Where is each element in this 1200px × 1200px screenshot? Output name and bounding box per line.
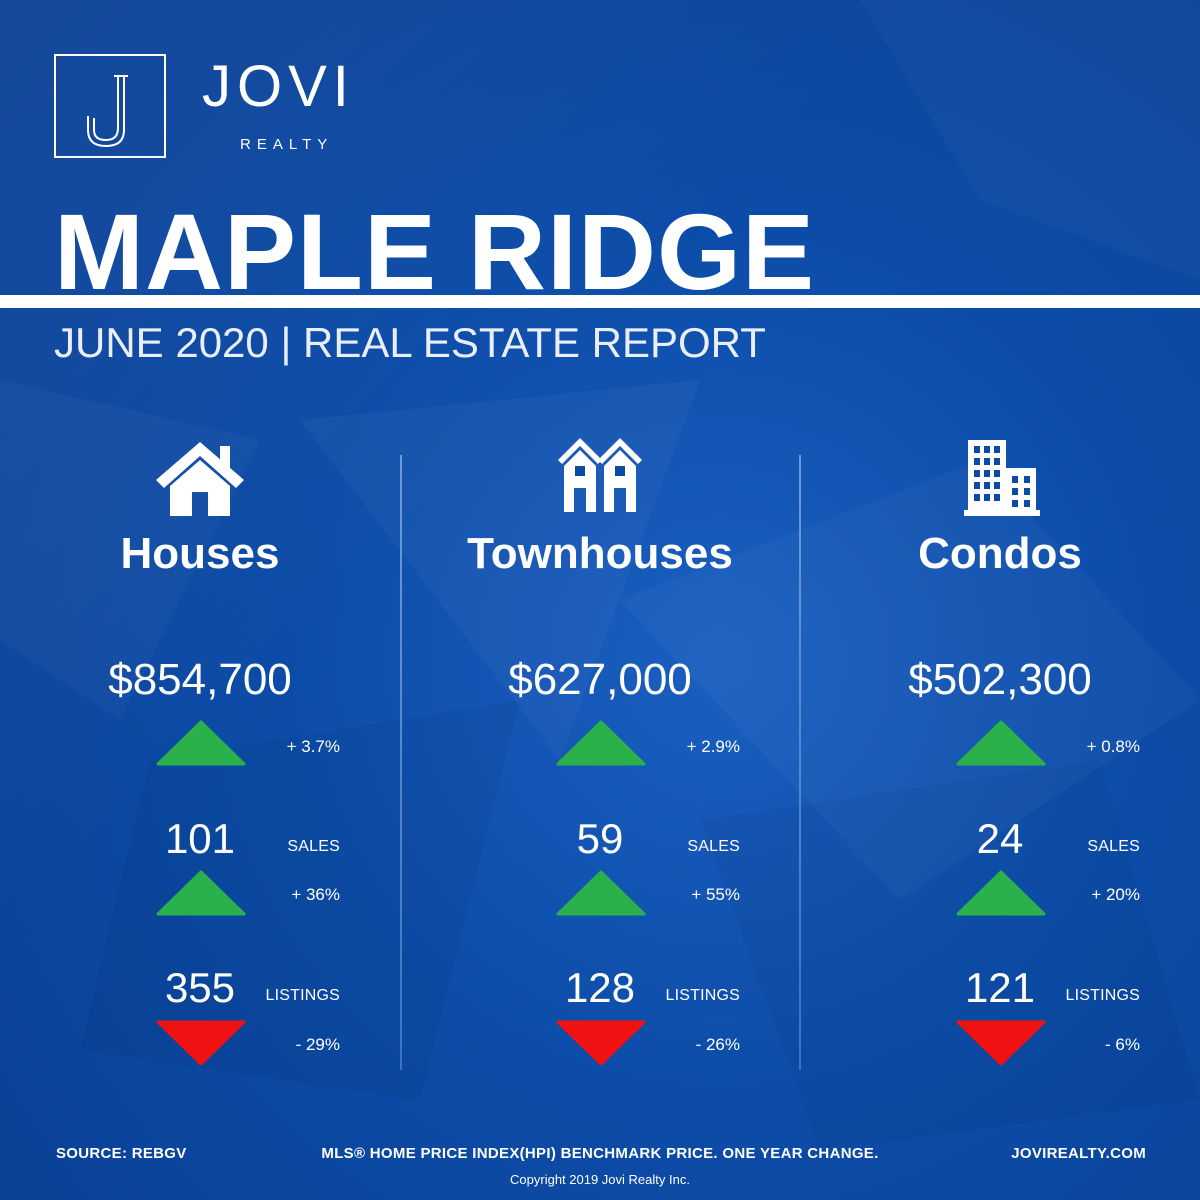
listings-label: LISTINGS (665, 987, 740, 1004)
footer-copyright: Copyright 2019 Jovi Realty Inc. (510, 1172, 690, 1187)
condo-building-icon (964, 440, 1040, 516)
category-name: Townhouses (467, 529, 733, 578)
sales-count: 101 (164, 815, 236, 862)
trend-up-icon (156, 870, 246, 916)
sales-label: SALES (287, 838, 340, 855)
listings-change: - 26% (695, 1035, 740, 1054)
price-change: + 3.7% (286, 737, 340, 756)
sales-change: + 55% (691, 885, 740, 904)
trend-up-icon (556, 870, 646, 916)
benchmark-price: $502,300 (908, 655, 1092, 704)
title-underline (0, 295, 1200, 308)
benchmark-price: $627,000 (508, 655, 692, 704)
trend-down-icon (956, 1020, 1046, 1066)
trend-down-icon (556, 1020, 646, 1066)
house-icon (156, 442, 244, 516)
price-change: + 0.8% (1086, 737, 1140, 756)
listings-count: 121 (964, 964, 1036, 1011)
trend-up-icon (156, 720, 246, 766)
listings-label: LISTINGS (1065, 987, 1140, 1004)
category-name: Houses (120, 529, 280, 578)
sales-count: 24 (976, 815, 1024, 862)
sales-label: SALES (1087, 838, 1140, 855)
column-condos: Condos $502,300 + 0.8% 24 SALES + 20% 12… (800, 430, 1200, 1070)
column-divider (400, 455, 402, 1070)
trend-down-icon (156, 1020, 246, 1066)
column-divider (799, 455, 801, 1070)
logo-mark (54, 54, 166, 158)
brand-subtitle: REALTY (240, 136, 334, 153)
listings-change: - 29% (295, 1035, 340, 1054)
benchmark-price: $854,700 (108, 655, 292, 704)
page-title: MAPLE RIDGE (54, 191, 816, 312)
logo-j-icon (87, 75, 128, 148)
page-subtitle: JUNE 2020 | REAL ESTATE REPORT (54, 319, 766, 366)
sales-change: + 36% (291, 885, 340, 904)
sales-label: SALES (687, 838, 740, 855)
listings-count: 355 (164, 964, 236, 1011)
column-townhouses: Townhouses $627,000 + 2.9% 59 SALES + 55… (400, 430, 800, 1070)
category-name: Condos (918, 529, 1082, 578)
trend-up-icon (956, 720, 1046, 766)
sales-change: + 20% (1091, 885, 1140, 904)
column-houses: Houses $854,700 + 3.7% 101 SALES + 36% 3… (0, 430, 400, 1070)
listings-change: - 6% (1105, 1035, 1140, 1054)
footer-website-link[interactable]: JOVIREALTY.COM (1011, 1145, 1146, 1162)
townhouse-icon (558, 438, 642, 512)
price-change: + 2.9% (686, 737, 740, 756)
footer-note: MLS® HOME PRICE INDEX(HPI) BENCHMARK PRI… (321, 1145, 879, 1162)
brand-name: JOVI (202, 54, 355, 119)
trend-up-icon (956, 870, 1046, 916)
listings-label: LISTINGS (265, 987, 340, 1004)
listings-count: 128 (564, 964, 636, 1011)
trend-up-icon (556, 720, 646, 766)
footer-source: SOURCE: REBGV (56, 1145, 187, 1162)
sales-count: 59 (576, 815, 624, 862)
